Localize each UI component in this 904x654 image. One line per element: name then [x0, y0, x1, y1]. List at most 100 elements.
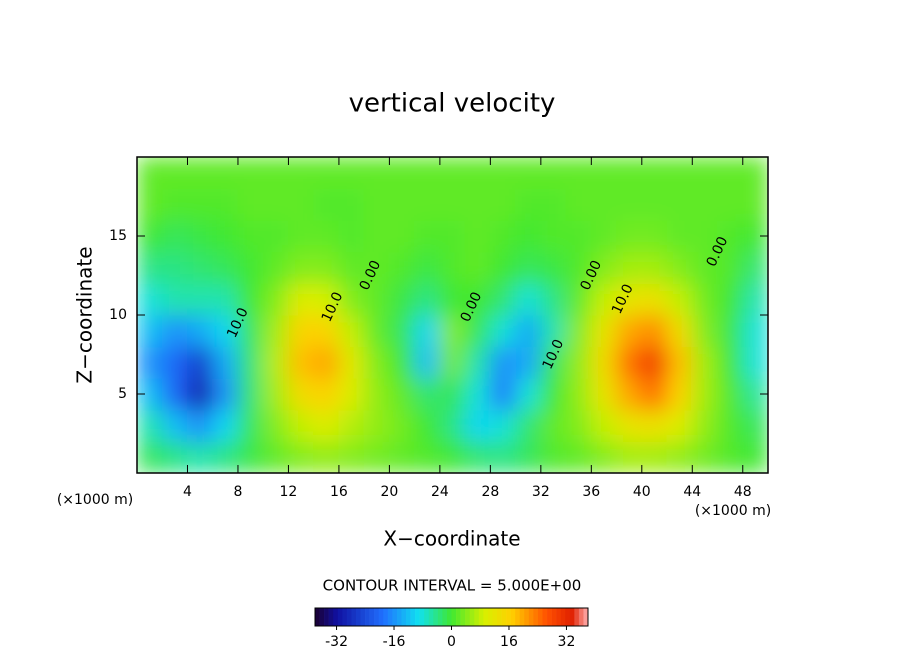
cell [262, 282, 289, 316]
colorbar-swatch [315, 608, 320, 626]
cell [515, 314, 542, 348]
colorbar-swatch [542, 608, 548, 626]
cell [338, 346, 365, 379]
colorbar-swatch [401, 608, 407, 626]
cell [616, 314, 643, 348]
cell [287, 219, 315, 253]
cell [540, 314, 567, 348]
cell [590, 282, 618, 316]
cell [313, 314, 340, 348]
cell [137, 409, 163, 442]
cell [641, 314, 668, 348]
cell [262, 157, 289, 190]
colorbar-swatch [433, 608, 439, 626]
colorbar-swatch [565, 608, 571, 626]
colorbar-swatch [446, 608, 452, 626]
cell [742, 251, 768, 284]
cell [262, 251, 289, 284]
cell [388, 157, 416, 190]
cell [237, 377, 264, 411]
cell [540, 251, 567, 284]
cell [439, 282, 466, 316]
cell [313, 440, 340, 473]
colorbar-tick-label: -16 [383, 634, 406, 650]
cell [616, 157, 643, 190]
cell [515, 219, 542, 253]
cell [313, 251, 340, 284]
cell [137, 157, 163, 190]
cell [590, 188, 618, 221]
colorbar-swatch [374, 608, 379, 626]
cell [161, 157, 188, 190]
cell [388, 440, 416, 473]
cell [388, 282, 416, 316]
cell [717, 219, 744, 253]
y-axis-label: Z−coordinate [73, 246, 97, 383]
cell [464, 377, 491, 411]
colorbar-swatch [360, 608, 366, 626]
cell [540, 346, 567, 379]
cell [666, 157, 693, 190]
cell [565, 314, 592, 348]
colorbar-swatch [324, 608, 329, 626]
cell [540, 188, 567, 221]
colorbar-swatch [583, 608, 589, 626]
cell [414, 251, 441, 284]
colorbar-swatch [474, 608, 480, 626]
cell [515, 157, 542, 190]
cell [414, 157, 441, 190]
cell [137, 251, 163, 284]
colorbar-tick-label: 16 [500, 634, 518, 650]
cell [565, 346, 592, 379]
cell [616, 219, 643, 253]
colorbar-swatch [337, 608, 343, 626]
cell [691, 409, 719, 442]
cell [237, 188, 264, 221]
cell [464, 157, 491, 190]
cell [666, 346, 693, 379]
cell [287, 282, 315, 316]
cell [717, 377, 744, 411]
cell [338, 219, 365, 253]
cell [137, 188, 163, 221]
cell [590, 157, 618, 190]
cell [212, 188, 239, 221]
cell [363, 314, 390, 348]
cell [540, 219, 567, 253]
cell [565, 188, 592, 221]
colorbar-swatch [515, 608, 521, 626]
cell [540, 282, 567, 316]
cell [590, 314, 618, 348]
cell [338, 440, 365, 473]
cell [262, 314, 289, 348]
x-tick-label: 12 [280, 484, 298, 500]
cell [464, 188, 491, 221]
cell [641, 251, 668, 284]
cell [313, 409, 340, 442]
cell [717, 346, 744, 379]
cell [742, 409, 768, 442]
cell [414, 282, 441, 316]
cell [489, 409, 517, 442]
cell [641, 377, 668, 411]
colorbar-swatch [547, 608, 552, 626]
cell [540, 409, 567, 442]
cell [742, 282, 768, 316]
x-tick-label: 40 [633, 484, 651, 500]
cell [742, 440, 768, 473]
colorbar-swatch [419, 608, 425, 626]
cell [742, 346, 768, 379]
cell [363, 440, 390, 473]
cell [717, 282, 744, 316]
cell [515, 440, 542, 473]
cell [388, 409, 416, 442]
cell [691, 188, 719, 221]
cell [212, 282, 239, 316]
cell [641, 409, 668, 442]
colorbar-swatch [478, 608, 484, 626]
cell [641, 157, 668, 190]
cell [590, 440, 618, 473]
colorbar-swatch [569, 608, 575, 626]
cell [237, 409, 264, 442]
cell [287, 157, 315, 190]
